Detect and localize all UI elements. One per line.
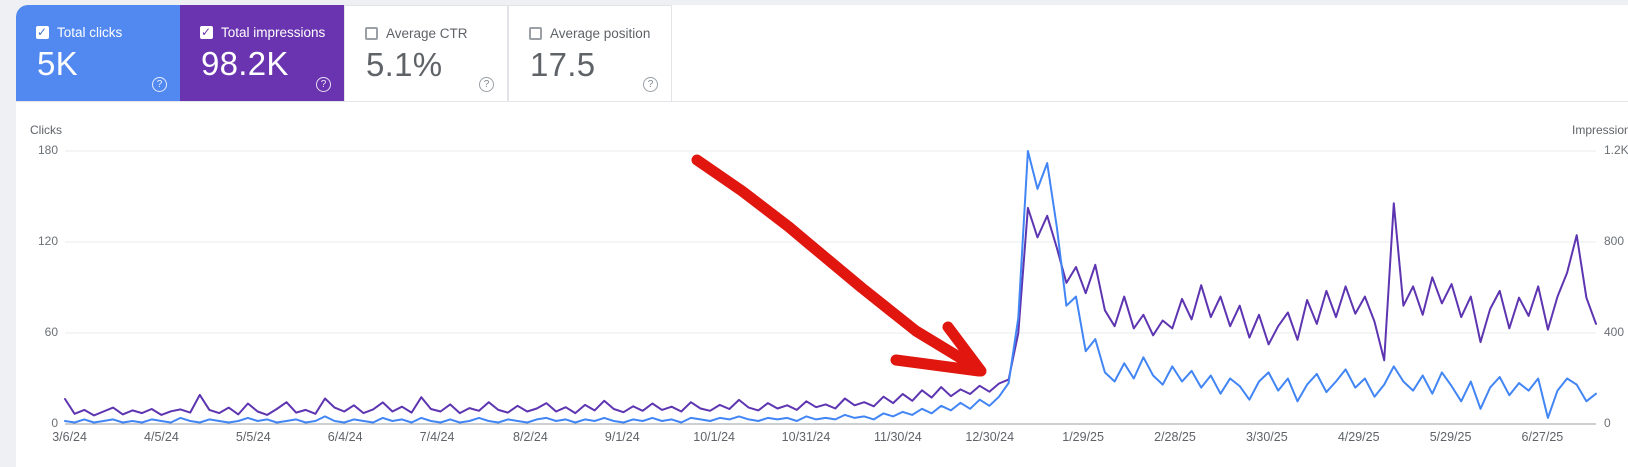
y-axis-tick-left: 60: [44, 325, 58, 339]
x-axis-tick: 11/30/24: [873, 430, 922, 444]
y-axis-tick-right: 0: [1604, 416, 1611, 430]
card-value: 98.2K: [201, 45, 289, 82]
card-label: Total clicks: [57, 25, 123, 40]
x-axis-tick: 5/5/24: [235, 430, 271, 444]
card-row-divider: [16, 101, 1628, 102]
checkbox-unchecked-icon[interactable]: [529, 27, 542, 40]
card-label: Total impressions: [221, 25, 326, 40]
x-axis-tick: 6/27/25: [1521, 430, 1564, 444]
card-label: Average position: [550, 26, 651, 41]
metric-card-total-clicks[interactable]: Total clicks 5K: [16, 5, 180, 101]
x-axis-tick: 9/1/24: [604, 430, 640, 444]
checkbox-unchecked-icon[interactable]: [365, 27, 378, 40]
metric-card-total-impressions[interactable]: Total impressions 98.2K: [180, 5, 344, 101]
x-axis-tick: 3/30/25: [1245, 430, 1288, 444]
y-axis-tick-left: 180: [37, 143, 58, 157]
x-axis-tick: 12/30/24: [965, 430, 1015, 444]
help-icon[interactable]: [316, 77, 331, 92]
x-axis-tick: 3/6/24: [52, 430, 87, 444]
y-axis-tick-right: 800: [1604, 234, 1625, 248]
card-value: 17.5: [530, 46, 596, 83]
x-axis-tick: 4/29/25: [1337, 430, 1380, 444]
checkbox-checked-icon[interactable]: [200, 25, 213, 39]
help-icon[interactable]: [643, 77, 658, 92]
x-axis-tick: 7/4/24: [419, 430, 455, 444]
left-axis-title: Clicks: [30, 123, 62, 137]
x-axis-tick: 2/28/25: [1154, 430, 1196, 444]
help-icon[interactable]: [479, 77, 494, 92]
metric-card-average-position[interactable]: Average position 17.5: [508, 5, 672, 101]
x-axis-tick: 8/2/24: [513, 430, 548, 444]
x-axis-tick: 10/1/24: [693, 430, 735, 444]
card-label: Average CTR: [386, 26, 468, 41]
card-value: 5.1%: [366, 46, 443, 83]
card-value: 5K: [37, 45, 78, 82]
x-axis-tick: 6/4/24: [327, 430, 363, 444]
y-axis-tick-left: 120: [37, 234, 58, 248]
metric-card-average-ctr[interactable]: Average CTR 5.1%: [344, 5, 508, 101]
y-axis-tick-right: 1.2K: [1604, 143, 1628, 157]
right-axis-title: Impressions: [1572, 123, 1628, 137]
x-axis-tick: 10/31/24: [781, 430, 831, 444]
y-axis-tick-right: 400: [1604, 325, 1625, 339]
x-axis-tick: 4/5/24: [144, 430, 179, 444]
x-axis-tick: 1/29/25: [1062, 430, 1104, 444]
y-axis-tick-left: 0: [51, 416, 58, 430]
help-icon[interactable]: [152, 77, 167, 92]
x-axis-tick: 5/29/25: [1429, 430, 1472, 444]
checkbox-checked-icon[interactable]: [36, 25, 49, 39]
